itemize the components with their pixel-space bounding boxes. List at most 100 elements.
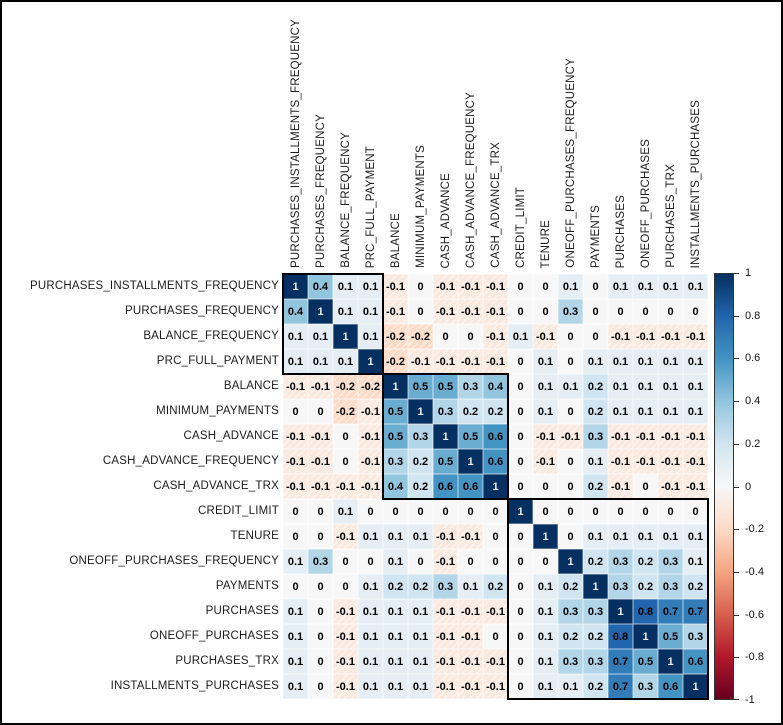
col-label: INSTALLMENTS_PURCHASES	[683, 6, 708, 268]
heatmap-cell: 0.5	[433, 449, 458, 474]
heatmap-cell: -0.1	[633, 424, 658, 449]
heatmap-cell: 0.5	[383, 424, 408, 449]
heatmap-cell: 0.2	[458, 399, 483, 424]
row-label: CASH_ADVANCE	[183, 430, 279, 442]
heatmap-cell: 0	[408, 549, 433, 574]
heatmap-cell: -0.1	[283, 424, 308, 449]
row-label: ONEOFF_PURCHASES	[149, 630, 279, 642]
col-label-text: PURCHASES_TRX	[664, 164, 677, 268]
heatmap-cell: 0.3	[308, 549, 333, 574]
heatmap-cell: 0	[508, 274, 533, 299]
heatmap-cell: -0.1	[533, 424, 558, 449]
heatmap-cell: -0.1	[308, 424, 333, 449]
heatmap-cell: 0	[558, 499, 583, 524]
heatmap-cell: 0.1	[558, 674, 583, 699]
heatmap-cell: 0.1	[408, 524, 433, 549]
heatmap-cell: 0.3	[558, 599, 583, 624]
heatmap-cell: -0.1	[433, 624, 458, 649]
heatmap-cell: 0	[308, 399, 333, 424]
heatmap-cell: 0.1	[283, 624, 308, 649]
heatmap-cell: 0.2	[408, 449, 433, 474]
heatmap-cell: 0	[308, 574, 333, 599]
heatmap-cell: 0.2	[583, 674, 608, 699]
heatmap-cell: 0	[408, 499, 433, 524]
col-label: PRC_FULL_PAYMENT	[358, 6, 383, 268]
heatmap-cell: 0.2	[633, 574, 658, 599]
heatmap-cell: 0	[408, 299, 433, 324]
heatmap-cell: -0.1	[308, 449, 333, 474]
heatmap-cell: 0	[508, 424, 533, 449]
heatmap-cell: 0.6	[483, 449, 508, 474]
heatmap-cell: 0.1	[358, 299, 383, 324]
heatmap-cell: 0	[383, 499, 408, 524]
heatmap-cell: 0	[458, 324, 483, 349]
heatmap-cell: 1	[558, 549, 583, 574]
heatmap-cell: 0.2	[483, 399, 508, 424]
heatmap-cell: -0.1	[333, 674, 358, 699]
heatmap-cell: -0.1	[483, 599, 508, 624]
row-label: CREDIT_LIMIT	[198, 505, 279, 517]
heatmap-cell: 0.6	[483, 424, 508, 449]
heatmap-cell: 0.1	[533, 599, 558, 624]
heatmap-cell: 1	[658, 649, 683, 674]
heatmap-cell: 0.4	[483, 374, 508, 399]
heatmap-cell: 0.1	[683, 524, 708, 549]
heatmap-cell: 0	[458, 499, 483, 524]
col-label-text: PURCHASES_FREQUENCY	[314, 114, 327, 268]
colorbar-tick	[734, 657, 739, 659]
col-label: MINIMUM_PAYMENTS	[408, 6, 433, 268]
heatmap-cell: 0.2	[583, 374, 608, 399]
heatmap-cell: 0.1	[558, 274, 583, 299]
heatmap-cell: 0.2	[583, 624, 608, 649]
heatmap-cell: 0.1	[283, 649, 308, 674]
heatmap-cell: 0	[508, 599, 533, 624]
heatmap-cell: 0.1	[383, 549, 408, 574]
heatmap-cell: 0.1	[533, 399, 558, 424]
heatmap-cell: 0.1	[683, 274, 708, 299]
row-label: ONEOFF_PURCHASES_FREQUENCY	[69, 555, 279, 567]
col-label: BALANCE_FREQUENCY	[333, 6, 358, 268]
heatmap-cell: -0.1	[283, 449, 308, 474]
heatmap-cell: 0.1	[508, 324, 533, 349]
heatmap-cell: 0.1	[633, 274, 658, 299]
heatmap-cell: 0	[508, 449, 533, 474]
col-label-text: CASH_ADVANCE_FREQUENCY	[464, 91, 477, 268]
col-label: PURCHASES_INSTALLMENTS_FREQUENCY	[283, 6, 308, 268]
heatmap-cell: 0.1	[658, 274, 683, 299]
heatmap-cell: 0.1	[633, 524, 658, 549]
col-label: CASH_ADVANCE_TRX	[483, 6, 508, 268]
heatmap-cell: 0.2	[558, 574, 583, 599]
col-label-text: PAYMENTS	[589, 204, 602, 268]
row-label: PURCHASES	[205, 605, 279, 617]
heatmap-cell: 0	[633, 299, 658, 324]
row-label: PURCHASES_TRX	[175, 655, 279, 667]
col-label-text: ONEOFF_PURCHASES_FREQUENCY	[564, 58, 577, 268]
heatmap-cell: 0.3	[608, 574, 633, 599]
heatmap-cell: 0.1	[358, 574, 383, 599]
heatmap-cell: 0.7	[608, 674, 633, 699]
heatmap-cell: 0	[483, 549, 508, 574]
heatmap-cell: 0	[283, 574, 308, 599]
col-label-text: PURCHASES_INSTALLMENTS_FREQUENCY	[289, 18, 302, 268]
heatmap-cell: 0.1	[533, 674, 558, 699]
col-label-text: CASH_ADVANCE_TRX	[489, 142, 502, 268]
heatmap-cell: 0	[283, 399, 308, 424]
heatmap-cell: -0.1	[333, 474, 358, 499]
heatmap-cell: 0	[508, 374, 533, 399]
heatmap-cell: 0	[433, 324, 458, 349]
heatmap-cell: -0.1	[658, 424, 683, 449]
heatmap-cell: -0.1	[483, 649, 508, 674]
heatmap-cell: -0.1	[608, 449, 633, 474]
heatmap-cell: 0	[683, 299, 708, 324]
heatmap-cell: 0	[358, 549, 383, 574]
colorbar-tick	[734, 486, 739, 488]
heatmap-cell: 0.1	[383, 624, 408, 649]
heatmap-cell: 0.1	[683, 374, 708, 399]
heatmap-cell: 0.4	[308, 274, 333, 299]
heatmap-cell: 1	[633, 624, 658, 649]
col-label: PURCHASES_TRX	[658, 6, 683, 268]
heatmap-cell: 0.1	[333, 349, 358, 374]
heatmap-cell: -0.1	[608, 474, 633, 499]
colorbar-tick-label: -0.8	[745, 651, 764, 664]
